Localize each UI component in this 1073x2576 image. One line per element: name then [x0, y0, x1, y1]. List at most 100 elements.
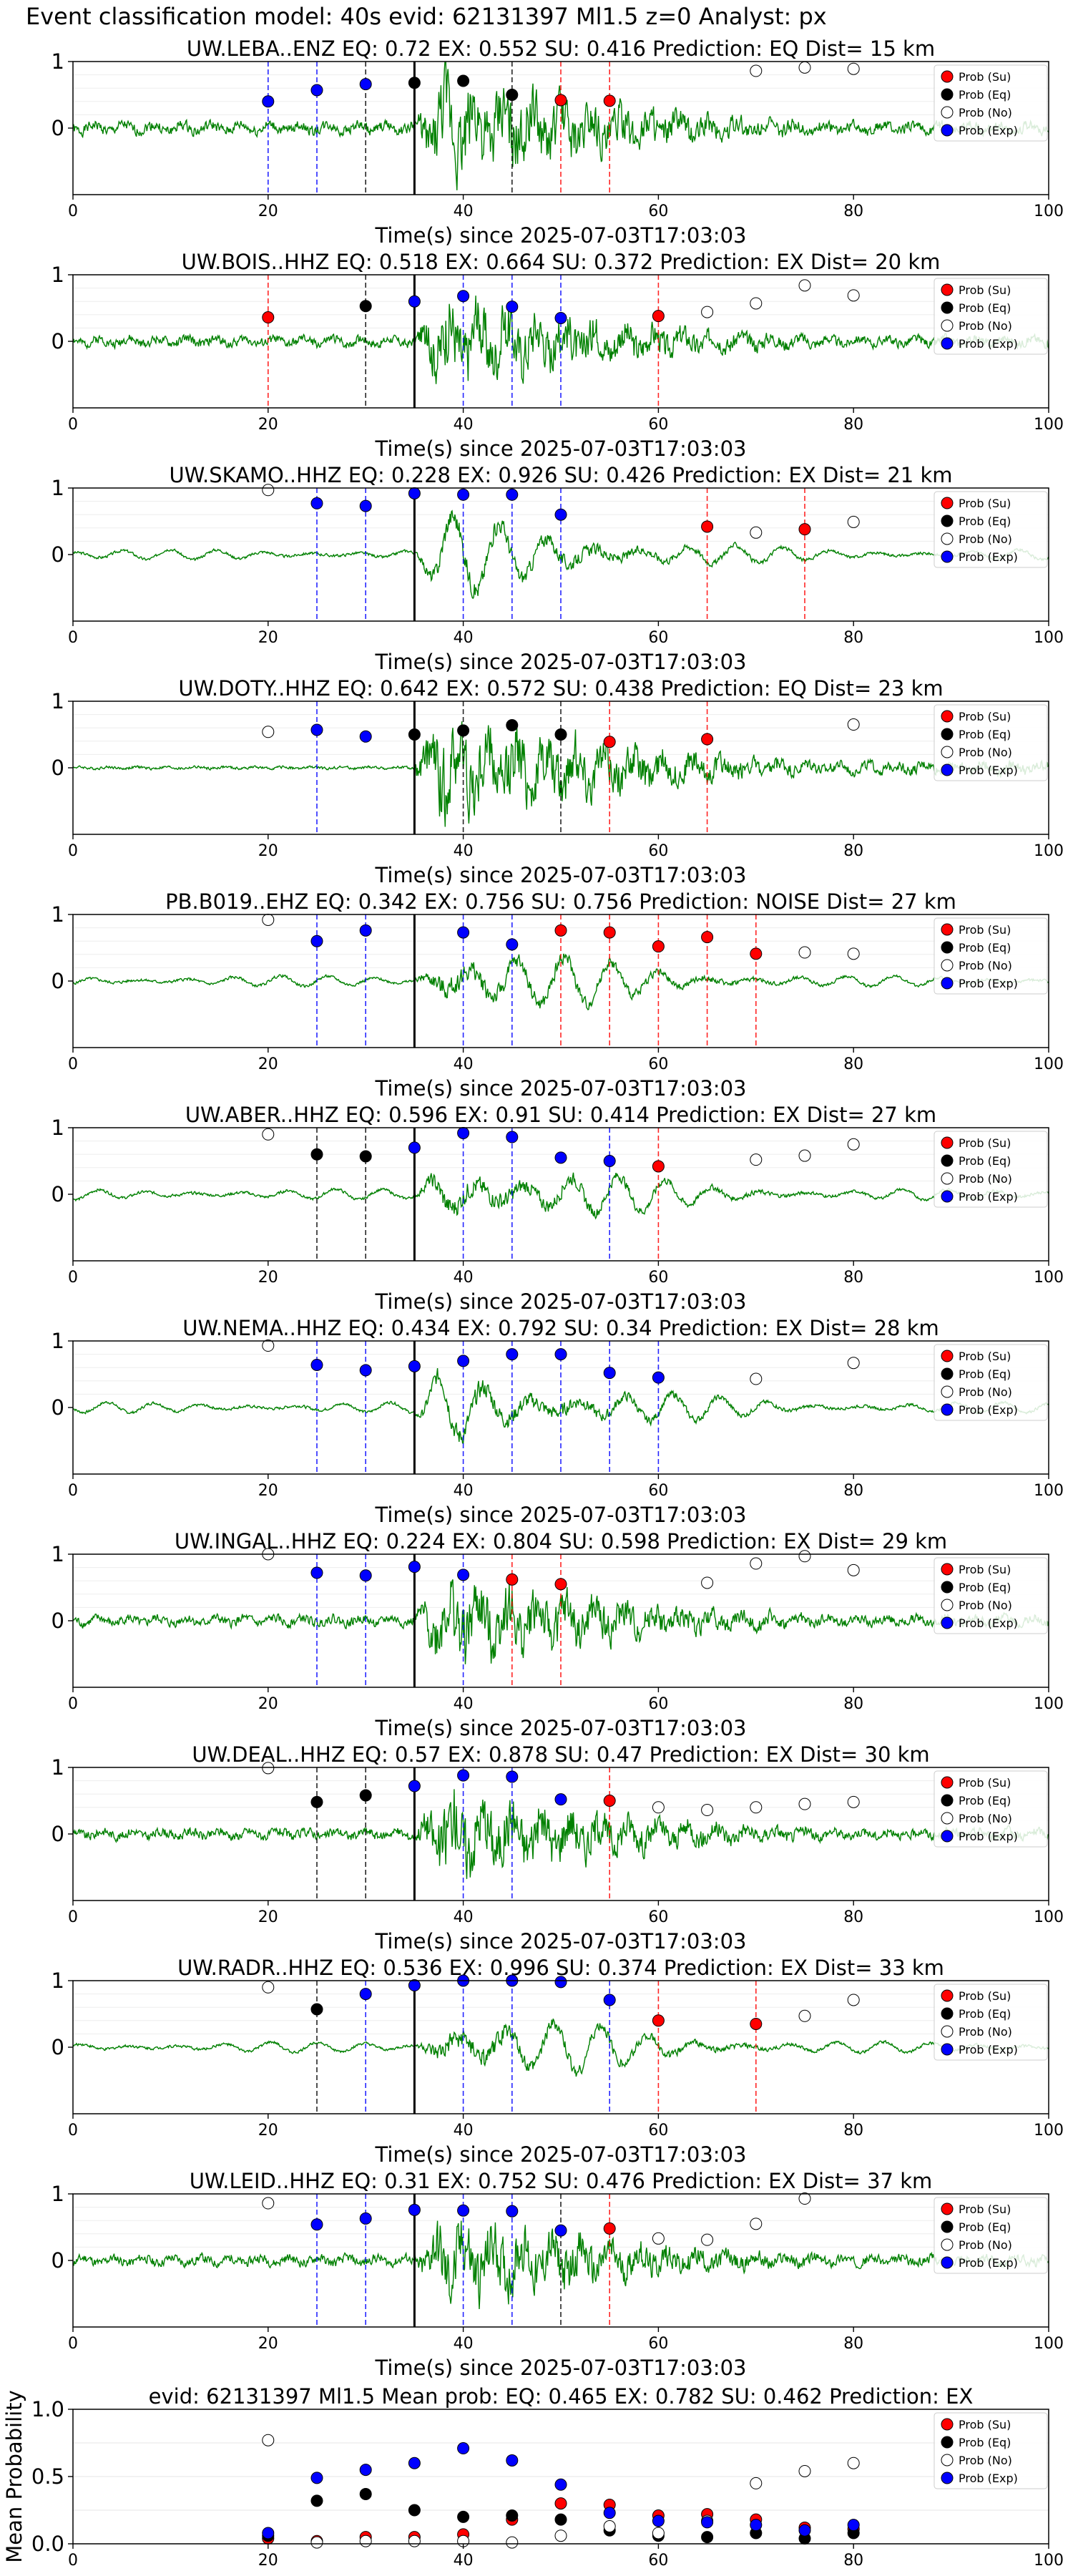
marker-no: [750, 2477, 763, 2489]
legend-label-eq: Prob (Eq): [959, 1581, 1011, 1594]
x-tick-label: 40: [454, 1695, 474, 1713]
legend-label-eq: Prob (Eq): [959, 1154, 1011, 1168]
legend-marker-no: [941, 1172, 954, 1185]
x-tick-label: 40: [454, 416, 474, 434]
x-tick-label: 60: [648, 1695, 668, 1713]
legend-label-exp: Prob (Exp): [959, 1403, 1018, 1417]
legend: Prob (Su) Prob (Eq) Prob (No) Prob (Exp): [934, 64, 1048, 142]
marker-su: [750, 947, 763, 960]
panel-5: PB.B019..EHZ EQ: 0.342 EX: 0.756 SU: 0.7…: [52, 889, 1064, 1101]
x-tick-label: 0: [68, 203, 78, 220]
x-tick-label: 80: [843, 1695, 863, 1713]
marker-exp: [359, 1364, 372, 1377]
marker-eq: [310, 1148, 323, 1161]
marker-exp: [408, 1780, 421, 1792]
marker-no: [847, 2457, 860, 2469]
x-axis-label: Time(s) since 2025-07-03T17:03:03: [375, 223, 747, 248]
marker-no: [701, 1804, 714, 1817]
legend-label-eq: Prob (Eq): [959, 301, 1011, 315]
marker-exp: [701, 2516, 714, 2529]
legend-box: [934, 2412, 1048, 2489]
y-axis-label: Mean Probability: [2, 2390, 26, 2563]
x-tick-label: 0: [68, 2122, 78, 2140]
legend-label-su: Prob (Su): [959, 283, 1011, 297]
panel-4: UW.DOTY..HHZ EQ: 0.642 EX: 0.572 SU: 0.4…: [52, 676, 1064, 887]
x-tick-label: 80: [843, 203, 863, 220]
legend-label-exp: Prob (Exp): [959, 124, 1018, 137]
legend-label-no: Prob (No): [959, 1385, 1012, 1399]
x-tick-label: 0: [68, 1908, 78, 1926]
x-tick-label: 60: [648, 2335, 668, 2353]
legend-box: [934, 2197, 1048, 2274]
marker-exp: [408, 2203, 421, 2216]
marker-eq: [408, 2504, 421, 2517]
panel-title: UW.BOIS..HHZ EQ: 0.518 EX: 0.664 SU: 0.3…: [182, 250, 941, 274]
marker-su: [701, 520, 714, 533]
y-tick-label: 1: [52, 2182, 64, 2206]
x-tick-label: 100: [1034, 1269, 1064, 1287]
marker-su: [750, 2017, 763, 2030]
legend-marker-su: [941, 2418, 954, 2431]
x-axis-label: Time(s) since 2025-07-03T17:03:03: [375, 1289, 747, 1314]
legend-marker-su: [941, 1776, 954, 1789]
x-tick-label: 20: [258, 1908, 278, 1926]
waveform-trace: [73, 296, 1049, 384]
marker-exp: [310, 497, 323, 509]
x-tick-label: 20: [258, 416, 278, 434]
y-tick-label: 1: [52, 476, 64, 500]
plot-area: [73, 1341, 1049, 1474]
x-tick-label: 40: [454, 629, 474, 647]
x-axis-label: Time(s) since 2025-07-03T17:03:03: [375, 1503, 747, 1527]
panel-title: UW.LEID..HHZ EQ: 0.31 EX: 0.752 SU: 0.47…: [190, 2169, 933, 2193]
marker-exp: [506, 2454, 519, 2467]
legend-label-eq: Prob (Eq): [959, 1367, 1011, 1381]
marker-exp: [310, 723, 323, 736]
x-tick-label: 60: [648, 416, 668, 434]
legend: Prob (Su) Prob (Eq) Prob (No) Prob (Exp): [934, 1131, 1048, 1208]
marker-eq: [310, 2494, 323, 2507]
legend-label-eq: Prob (Eq): [959, 941, 1011, 955]
marker-no: [798, 1149, 811, 1162]
y-tick-label: 0: [52, 329, 64, 353]
x-tick-label: 0: [68, 1055, 78, 1073]
marker-no: [701, 306, 714, 318]
marker-su: [603, 94, 616, 107]
x-tick-label: 40: [454, 2335, 474, 2353]
marker-exp: [359, 1988, 372, 2001]
plot-area: [73, 914, 1049, 1048]
panel-title: UW.NEMA..HHZ EQ: 0.434 EX: 0.792 SU: 0.3…: [182, 1316, 939, 1340]
marker-eq: [359, 1789, 372, 1802]
marker-exp: [554, 508, 567, 521]
marker-eq: [359, 1150, 372, 1163]
marker-exp: [506, 488, 519, 501]
legend-box: [934, 1984, 1048, 2061]
marker-no: [750, 526, 763, 539]
y-tick-label: 0: [52, 1182, 64, 1206]
legend-marker-su: [941, 923, 954, 936]
marker-exp: [554, 1348, 567, 1361]
legend-label-su: Prob (Su): [959, 497, 1011, 510]
marker-exp: [359, 78, 372, 91]
marker-exp: [457, 290, 470, 303]
x-tick-label: 80: [843, 629, 863, 647]
marker-exp: [554, 2478, 567, 2491]
y-tick-label: 1: [52, 49, 64, 74]
x-tick-label: 40: [454, 842, 474, 860]
marker-su: [603, 2222, 616, 2235]
x-tick-label: 100: [1034, 1908, 1064, 1926]
marker-exp: [310, 935, 323, 947]
legend-marker-eq: [941, 1154, 954, 1167]
marker-eq: [359, 300, 372, 313]
x-tick-label: 60: [648, 1055, 668, 1073]
legend-marker-eq: [941, 2007, 954, 2020]
legend-marker-exp: [941, 977, 954, 990]
marker-no: [603, 2520, 616, 2533]
marker-no: [262, 2434, 275, 2446]
legend-box: [934, 1344, 1048, 1421]
marker-no: [847, 1138, 860, 1151]
y-tick-label: 1: [52, 263, 64, 287]
marker-no: [750, 1372, 763, 1385]
x-axis-label: Time(s) since 2025-07-03T17:03:03: [375, 1929, 747, 1953]
x-tick-label: 60: [648, 2552, 668, 2570]
waveform-trace: [73, 1172, 1049, 1220]
